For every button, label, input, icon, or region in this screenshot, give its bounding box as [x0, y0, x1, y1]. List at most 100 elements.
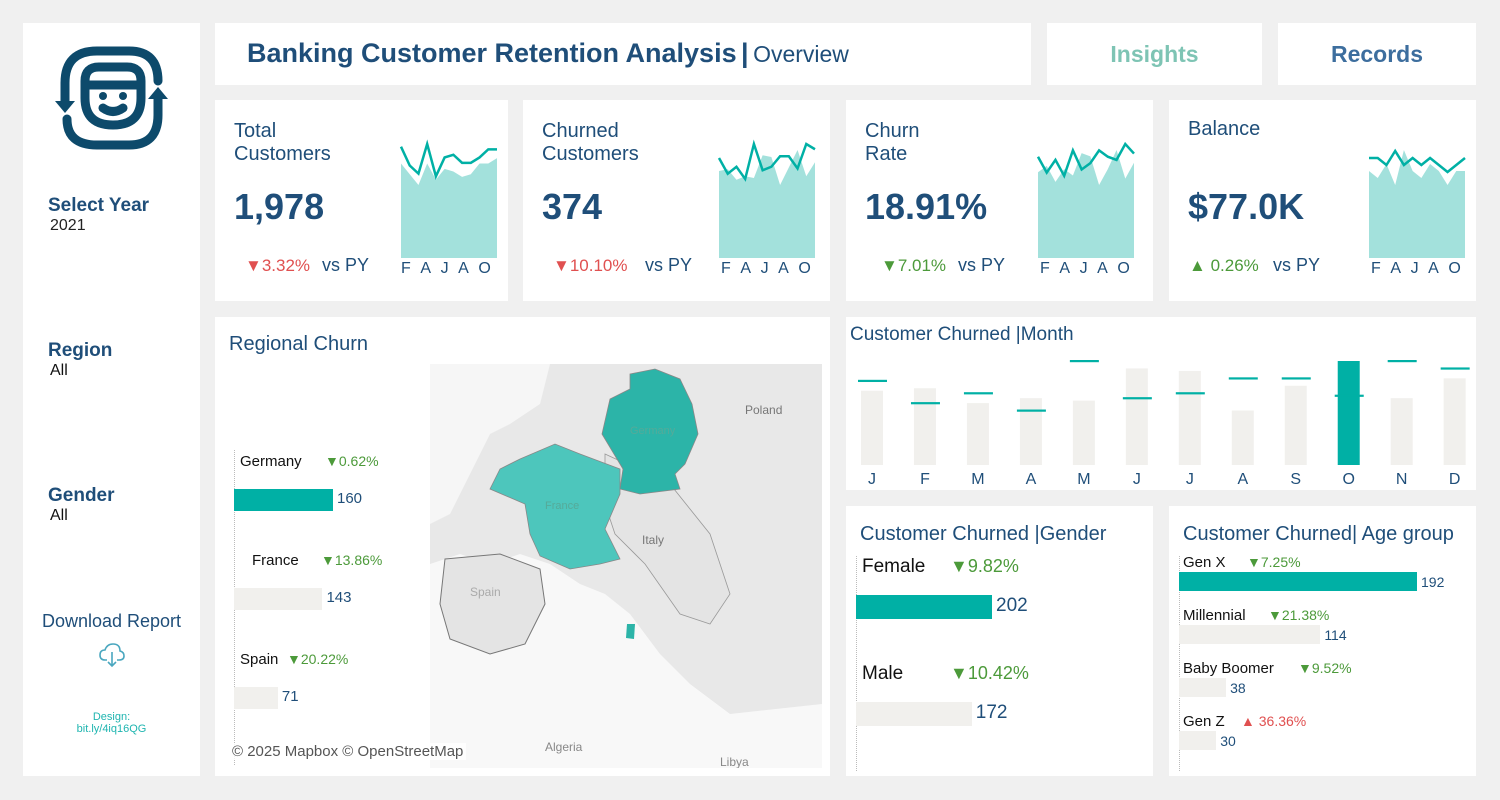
month-bar[interactable]: [913, 388, 936, 465]
delta-value: 9.52%: [1311, 660, 1352, 676]
month-bar[interactable]: [1072, 400, 1095, 465]
bar[interactable]: [856, 595, 992, 619]
month-label: M: [1077, 471, 1090, 488]
gender-churn-panel: Customer Churned |Gender Female ▼9.82% 202…: [846, 506, 1153, 776]
month-bar[interactable]: [1231, 410, 1254, 465]
row-delta: ▼7.25%: [1247, 554, 1301, 570]
kpi-sparkline: [399, 139, 497, 258]
delta-value: 0.62%: [338, 453, 379, 469]
kpi-churned-customers: Churned Customers 374 ▼10.10% vs PY F A …: [523, 100, 830, 301]
bar[interactable]: [856, 702, 972, 726]
sparkline-line: [1036, 141, 1135, 179]
kpi-sparkline: [717, 139, 816, 258]
insights-button[interactable]: Insights: [1047, 23, 1262, 85]
bar[interactable]: [234, 489, 333, 511]
map-region-germany[interactable]: [601, 368, 699, 495]
page-title: Banking Customer Retention Analysis: [247, 38, 737, 68]
kpi-value: 1,978: [234, 186, 325, 227]
map-label: Algeria: [545, 740, 583, 754]
kpi-churn-rate: Churn Rate 18.91% ▼7.01% vs PY F A J A O: [846, 100, 1153, 301]
month-bar[interactable]: [1337, 361, 1360, 465]
kpi-delta: ▲ 0.26%: [1189, 256, 1259, 275]
month-bar[interactable]: [1125, 368, 1148, 465]
kpi-title: Churn Rate: [865, 120, 920, 165]
triangle-up-icon: ▲: [1189, 256, 1211, 275]
map-label: Spain: [470, 585, 501, 599]
europe-map[interactable]: Poland Germany France Italy Spain Algeri…: [430, 364, 822, 768]
region-filter-value[interactable]: All: [50, 362, 68, 379]
delta-value: 36.36%: [1258, 713, 1307, 729]
region-filter-label: Region: [48, 340, 113, 361]
row-label: France: [252, 552, 299, 569]
sparkline-month-labels: F A J A O: [721, 260, 814, 277]
title-separator: |: [741, 38, 749, 68]
month-label: J: [1133, 471, 1141, 488]
triangle-down-icon: ▼: [1298, 660, 1312, 676]
kpi-delta: ▼10.10%: [553, 256, 628, 275]
month-bar[interactable]: [1019, 398, 1042, 465]
section-title: Customer Churned |Month: [850, 324, 1074, 345]
section-title: Customer Churned |Gender: [860, 523, 1107, 545]
kpi-sparkline: [1369, 148, 1466, 258]
bar[interactable]: [234, 588, 323, 610]
triangle-down-icon: ▼: [1268, 607, 1282, 623]
month-bar[interactable]: [1284, 385, 1307, 465]
map-label: Libya: [720, 755, 749, 768]
year-filter-value[interactable]: 2021: [50, 217, 86, 234]
month-bar[interactable]: [1443, 378, 1466, 465]
bar[interactable]: [234, 687, 278, 709]
row-label: Germany: [240, 453, 302, 470]
row-delta: ▼20.22%: [287, 651, 349, 667]
regional-churn-panel: Regional Churn Poland Germany France Ita…: [215, 317, 830, 776]
bar[interactable]: [1179, 731, 1217, 750]
kpi-delta: ▼7.01%: [881, 256, 947, 275]
month-label: M: [971, 471, 984, 488]
sparkline-area: [1369, 150, 1465, 258]
sparkline-area: [719, 150, 815, 258]
map-label: Germany: [630, 425, 676, 437]
download-report-button[interactable]: Download Report: [23, 611, 200, 673]
gender-filter-value[interactable]: All: [50, 507, 68, 524]
bar-value: 192: [1421, 574, 1445, 590]
month-bar[interactable]: [1178, 370, 1201, 465]
month-bar[interactable]: [1390, 398, 1413, 465]
age-churn-panel: Customer Churned| Age group Gen X ▼7.25% 1…: [1169, 506, 1476, 776]
prior-year-marker: [1069, 360, 1099, 363]
monthly-churn-panel: Customer Churned |Month J F M A M J J A S O N D: [846, 317, 1476, 490]
bar[interactable]: [1179, 625, 1321, 644]
month-bar[interactable]: [861, 390, 883, 465]
row-delta: ▼0.62%: [325, 453, 379, 469]
kpi-title: Churned Customers: [542, 120, 639, 165]
row-delta: ▼9.52%: [1298, 660, 1352, 676]
sparkline-line: [1369, 148, 1466, 174]
section-title: Customer Churned| Age group: [1183, 523, 1454, 545]
month-label: O: [1342, 471, 1354, 488]
bar[interactable]: [1179, 678, 1227, 697]
axis-line: [1179, 556, 1180, 771]
triangle-down-icon: ▼: [553, 256, 570, 275]
row-label: Female: [862, 556, 926, 577]
month-bar[interactable]: [966, 403, 989, 465]
page-subtitle: Overview: [753, 41, 849, 67]
map-label: Italy: [642, 533, 664, 547]
prior-year-marker: [1387, 360, 1417, 363]
sparkline-area: [1038, 150, 1134, 258]
bar[interactable]: [1179, 572, 1417, 591]
map-region-france[interactable]: [489, 443, 621, 570]
region-filter[interactable]: Region All: [48, 340, 112, 380]
triangle-down-icon: ▼: [1247, 554, 1261, 570]
row-label: Baby Boomer: [1183, 660, 1274, 677]
year-filter-label: Select Year: [48, 195, 150, 216]
year-filter[interactable]: Select Year 2021: [48, 195, 149, 235]
records-button[interactable]: Records: [1278, 23, 1476, 85]
row-delta: ▼21.38%: [1268, 607, 1329, 623]
design-link[interactable]: bit.ly/4iq16QG: [76, 723, 147, 735]
month-label: A: [1237, 471, 1248, 488]
triangle-down-icon: ▼: [321, 552, 335, 568]
gender-filter[interactable]: Gender All: [48, 485, 115, 525]
triangle-down-icon: ▼: [325, 453, 339, 469]
delta-value: 10.42%: [967, 663, 1029, 683]
sparkline-month-labels: F A J A O: [1371, 260, 1464, 277]
sparkline-area: [401, 158, 497, 258]
delta-value: 20.22%: [300, 651, 349, 667]
